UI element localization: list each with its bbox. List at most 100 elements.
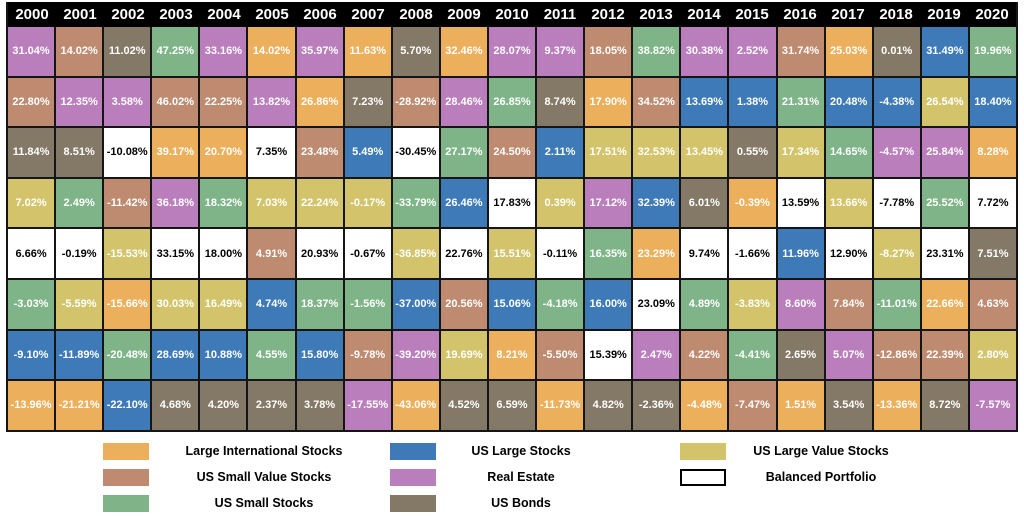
return-cell-2016-usv: 31.74%: [777, 27, 824, 76]
year-header-2019: 2019: [927, 6, 961, 23]
legend-label-ul: US Large Stocks: [471, 444, 571, 458]
return-cell-2005-usv: 4.91%: [248, 229, 295, 278]
return-cell-2020-ul: 18.40%: [969, 77, 1016, 127]
return-cell-2014-ul: 13.69%: [681, 77, 728, 127]
return-cell-2000-uss: -3.03%: [8, 279, 55, 329]
return-cell-2002-usv: -11.42%: [104, 178, 151, 228]
return-cell-2007-ul: 5.49%: [344, 128, 391, 177]
return-cell-2004-bp: 18.00%: [200, 229, 247, 278]
return-cell-2007-ub: 7.23%: [344, 77, 391, 127]
return-cell-2016-ul: 11.96%: [777, 229, 824, 278]
return-cell-2017-ub: 3.54%: [825, 381, 872, 430]
return-cell-2016-re: 8.60%: [777, 279, 824, 329]
return-cell-2011-uss: -4.18%: [537, 279, 584, 329]
return-cell-2002-ul: -22.10%: [104, 381, 151, 430]
legend-swatch-ub: [390, 494, 436, 512]
return-cell-2014-bp: 9.74%: [681, 229, 728, 278]
return-cell-2010-lis: 8.21%: [488, 330, 536, 380]
return-cell-2009-lis: 32.46%: [440, 27, 487, 76]
return-cell-2001-ulv: -5.59%: [56, 279, 103, 329]
return-cell-2018-uss: -11.01%: [873, 279, 920, 329]
return-cell-2006-ul: 15.80%: [296, 330, 343, 380]
return-cell-2020-uss: 19.96%: [969, 27, 1016, 76]
return-cell-2015-lis: -0.39%: [729, 178, 776, 228]
asset-returns-table: 2000 2001 2002 2003 2004 2005 2006 2007 2008 2009…: [6, 2, 1018, 432]
year-header-2013: 2013: [639, 6, 673, 23]
return-cell-2020-bp: 7.72%: [969, 178, 1016, 228]
return-cell-2009-ulv: 19.69%: [440, 330, 487, 380]
return-cell-2018-bp: -7.78%: [873, 178, 920, 228]
return-cell-2015-ul: 1.38%: [729, 77, 776, 127]
legend-swatch-usv: [103, 468, 149, 486]
return-cell-2015-ulv: -3.83%: [729, 279, 776, 329]
return-cell-2000-lis: -13.96%: [8, 381, 55, 430]
return-cell-2010-ub: 6.59%: [488, 381, 536, 430]
return-cell-2010-re: 28.07%: [488, 27, 536, 76]
return-cell-2002-ulv: -15.53%: [104, 229, 151, 278]
return-cell-2013-ulv: 32.53%: [633, 128, 680, 177]
legend-label-usv: US Small Value Stocks: [196, 470, 332, 484]
legend-swatch-lis: [103, 442, 149, 460]
return-cell-2017-bp: 12.90%: [825, 229, 872, 278]
return-cell-2019-bp: 23.31%: [921, 229, 968, 278]
return-cell-2012-bp: 15.39%: [585, 330, 632, 380]
return-cell-2020-ub: 7.51%: [969, 229, 1016, 278]
return-cell-2001-re: 12.35%: [56, 77, 103, 127]
return-cell-2002-ub: 11.02%: [104, 27, 151, 76]
return-cell-2008-re: -39.20%: [392, 330, 439, 380]
legend-item-ul: US Large Stocks: [390, 438, 606, 464]
return-cell-2017-ulv: 13.66%: [825, 178, 872, 228]
year-header-2016: 2016: [783, 6, 817, 23]
legend-swatch-ulv: [680, 442, 726, 460]
return-cell-2000-ul: -9.10%: [8, 330, 55, 380]
return-cell-2011-usv: -5.50%: [537, 330, 584, 380]
return-cell-2017-ul: 20.48%: [825, 77, 872, 127]
return-cell-2003-ul: 28.69%: [152, 330, 199, 380]
return-cell-2016-bp: 13.59%: [777, 178, 824, 228]
return-cell-2010-ul: 15.06%: [488, 279, 536, 329]
return-cell-2011-ul: 2.11%: [537, 128, 584, 177]
year-header-2012: 2012: [591, 6, 625, 23]
return-cell-2007-bp: -0.67%: [344, 229, 391, 278]
year-header-2009: 2009: [447, 6, 481, 23]
return-cell-2019-re: 25.84%: [921, 128, 968, 177]
return-cell-2013-lis: 23.29%: [633, 229, 680, 278]
return-cell-2000-bp: 6.66%: [8, 229, 55, 278]
return-cell-2009-bp: 22.76%: [440, 229, 487, 278]
return-cell-2020-lis: 8.28%: [969, 128, 1016, 177]
legend-label-ulv: US Large Value Stocks: [753, 444, 889, 458]
return-cell-2015-ub: 0.55%: [729, 128, 776, 177]
return-cell-2000-ub: 11.84%: [8, 128, 55, 177]
return-cell-2014-ulv: 13.45%: [681, 128, 728, 177]
return-cell-2016-ulv: 17.34%: [777, 128, 824, 177]
return-cell-2007-lis: 11.63%: [344, 27, 391, 76]
return-cell-2018-lis: -13.36%: [873, 381, 920, 430]
return-cell-2016-uss: 21.31%: [777, 77, 824, 127]
return-cell-2010-usv: 24.50%: [488, 128, 536, 177]
year-header-2015: 2015: [735, 6, 769, 23]
legend-item-re: Real Estate: [390, 464, 606, 490]
year-header-2014: 2014: [687, 6, 721, 23]
return-cell-2001-ul: -11.89%: [56, 330, 103, 380]
return-cell-2007-ulv: -0.17%: [344, 178, 391, 228]
return-cell-2010-uss: 26.85%: [488, 77, 536, 127]
legend-label-bp: Balanced Portfolio: [765, 470, 877, 484]
return-cell-2018-re: -4.57%: [873, 128, 920, 177]
return-cell-2005-lis: 14.02%: [248, 27, 295, 76]
table-frame: 2000 2001 2002 2003 2004 2005 2006 2007 2008 2009…: [6, 2, 1018, 432]
year-header-2004: 2004: [207, 6, 241, 23]
year-header-2017: 2017: [831, 6, 865, 23]
return-cell-2012-ulv: 17.51%: [585, 128, 632, 177]
return-cell-2003-ub: 4.68%: [152, 381, 199, 430]
return-cell-2003-re: 36.18%: [152, 178, 199, 228]
return-cell-2003-bp: 33.15%: [152, 229, 199, 278]
return-cell-2004-usv: 22.25%: [200, 77, 247, 127]
return-cell-2008-ulv: -36.85%: [392, 229, 439, 278]
legend-column-2: US Large Stocks Real Estate US Bonds: [390, 438, 606, 516]
legend-item-bp: Balanced Portfolio: [680, 464, 916, 490]
legend-column-1: Large International Stocks US Small Value…: [103, 438, 379, 516]
return-cell-2014-ub: 6.01%: [681, 178, 728, 228]
return-cell-2001-lis: -21.21%: [56, 381, 103, 430]
return-cell-2007-re: -17.55%: [344, 381, 391, 430]
return-cell-2007-usv: -9.78%: [344, 330, 391, 380]
